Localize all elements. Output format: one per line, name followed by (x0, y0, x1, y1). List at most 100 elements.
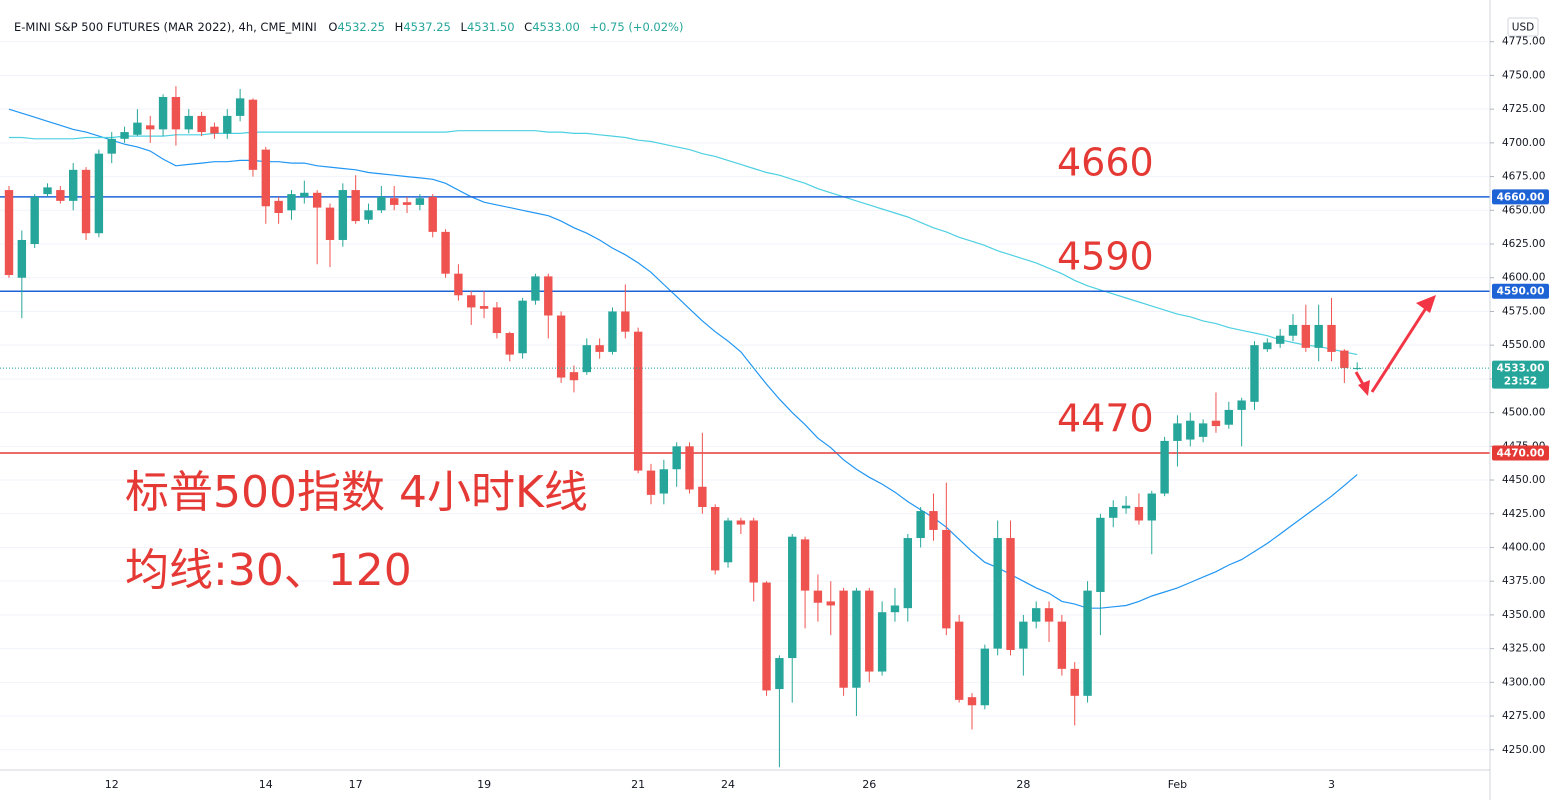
arrow-up (1370, 304, 1430, 393)
candle-body (351, 190, 360, 222)
annotation: 标普500指数 4小时K线 (125, 467, 588, 518)
x-tick-label: 26 (862, 778, 876, 791)
candle-body (171, 97, 181, 130)
candle-body (942, 529, 951, 629)
candle-body (300, 192, 309, 197)
y-tick-label: 4375.00 (1502, 575, 1545, 587)
y-tick-label: 4425.00 (1502, 508, 1545, 520)
candle-body (1121, 505, 1131, 509)
candle-body (1275, 335, 1285, 344)
candle-body (492, 307, 502, 334)
candle-body (993, 538, 1002, 649)
candle-body (582, 345, 591, 373)
candle-body (916, 511, 925, 539)
candle-body (1109, 507, 1118, 518)
candle-body (698, 486, 707, 508)
candle-body (505, 333, 514, 355)
moving-average-line (9, 130, 1358, 356)
candle-body (1288, 324, 1298, 336)
candle-body (929, 511, 938, 530)
candle-body (120, 132, 129, 139)
candle-body (377, 196, 386, 211)
candle-body (287, 194, 296, 211)
y-tick-label: 4575.00 (1502, 305, 1545, 317)
y-tick-label: 4600.00 (1502, 272, 1545, 284)
last-price-box (1492, 360, 1549, 389)
candle-body (454, 273, 463, 296)
x-tick-label: 24 (721, 778, 735, 791)
candle-body (4, 190, 14, 276)
level-price-label: 4660.00 (1497, 191, 1545, 203)
candle-body (556, 315, 566, 378)
candle-body (56, 190, 65, 201)
candle-body (43, 187, 52, 195)
candle-body (544, 276, 553, 316)
arrows (1354, 295, 1436, 396)
x-tick-label: 28 (1016, 778, 1030, 791)
candle-body (146, 125, 155, 130)
candle-body (81, 169, 91, 234)
candle-body (954, 621, 964, 700)
ohlc-key: C (524, 20, 532, 34)
candle-body (197, 115, 206, 133)
candle-body (852, 590, 861, 688)
candle-body (1006, 538, 1015, 650)
level-price-box (1492, 445, 1549, 461)
candle-body (467, 295, 476, 308)
level-label: 4660 (1057, 140, 1154, 184)
candle-body (762, 582, 771, 691)
candle-body (659, 469, 669, 494)
annotation: 均线:30、120 (125, 545, 412, 596)
candle-body (1019, 621, 1028, 649)
candle-body (274, 200, 283, 213)
symbol: E-MINI S&P 500 FUTURES (MAR 2022), 4h, C… (14, 20, 317, 34)
level-price-box (1492, 283, 1549, 299)
x-tick-label: 3 (1328, 778, 1335, 791)
candle-body (1096, 517, 1105, 592)
y-tick-label: 4250.00 (1502, 744, 1545, 756)
candle-body (1044, 608, 1054, 622)
candle-body (235, 98, 245, 116)
candle-body (1032, 608, 1041, 622)
candle-body (967, 697, 977, 706)
x-tick-label: 14 (259, 778, 273, 791)
candle-body (646, 470, 656, 495)
moving-average-line (8, 108, 1358, 609)
ohlc-key: H (395, 20, 404, 34)
candle-body (775, 658, 784, 690)
y-tick-label: 4550.00 (1502, 339, 1545, 351)
x-tick-label: Feb (1168, 778, 1187, 791)
candle-body (17, 239, 27, 278)
candle-body (685, 446, 694, 490)
currency[interactable]: USD (1512, 22, 1534, 34)
candle-body (312, 192, 322, 208)
change: +0.75 (+0.02%) (589, 20, 683, 34)
y-axis: 4250.00 4275.00 4300.00 4325.00 4350.00 4375.… (1490, 36, 1549, 756)
candle-body (428, 196, 437, 232)
candle-body (261, 149, 270, 207)
candle-body (800, 539, 810, 591)
candle-body (1327, 324, 1336, 352)
candle-body (1070, 668, 1079, 696)
candle-body (390, 198, 399, 205)
candle-body (569, 372, 579, 381)
candle-body (595, 345, 604, 352)
candle-body (210, 126, 219, 134)
candle-body (248, 99, 258, 170)
candle-body (903, 538, 912, 609)
candle-body (223, 115, 232, 134)
candle-body (1134, 507, 1144, 521)
candle-body (415, 198, 425, 205)
y-tick-label: 4325.00 (1502, 643, 1545, 655)
candle-body (749, 520, 758, 583)
y-tick-label: 4350.00 (1502, 609, 1545, 621)
candle-body (1250, 345, 1259, 402)
candle-body (1314, 324, 1323, 348)
arrow-head (1416, 295, 1436, 313)
candle-body (1301, 324, 1311, 348)
x-tick-label: 17 (349, 778, 363, 791)
currency-box[interactable] (1507, 17, 1539, 37)
candle-body (1263, 342, 1272, 350)
y-tick-label: 4750.00 (1502, 69, 1545, 81)
